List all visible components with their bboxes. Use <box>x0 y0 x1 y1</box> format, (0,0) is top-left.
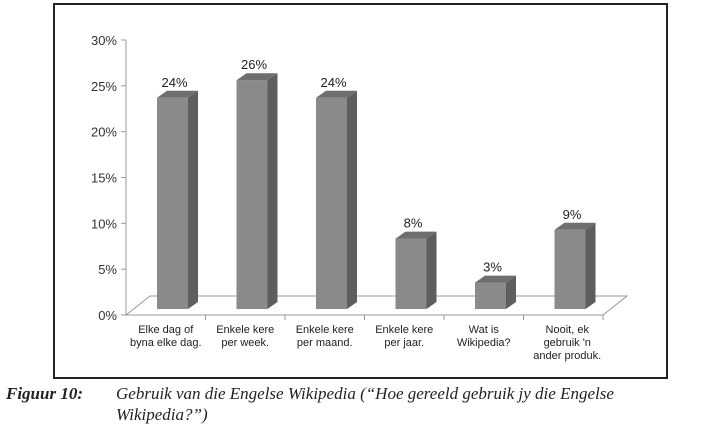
y-tick-label: 20% <box>91 125 117 140</box>
bar-front <box>475 282 506 309</box>
bar-side <box>267 73 278 309</box>
bar-top <box>236 73 278 81</box>
data-label: 24% <box>161 75 187 90</box>
bar-front <box>395 238 427 309</box>
y-tick-label: 5% <box>98 262 117 277</box>
bar-top <box>395 231 437 239</box>
x-tick-label: Enkele kere <box>216 324 274 336</box>
data-label: 3% <box>483 260 502 275</box>
bar-side <box>347 90 357 309</box>
bar-side <box>426 231 437 309</box>
data-label: 8% <box>404 216 423 231</box>
caption-label: Figuur 10: <box>6 384 83 403</box>
x-tick-label: Enkele kere <box>296 324 354 336</box>
bar-front <box>316 97 347 309</box>
data-label: 9% <box>563 207 582 222</box>
bar-front <box>554 229 586 309</box>
x-tick-label: byna elke dag. <box>130 337 202 349</box>
y-tick-label: 30% <box>91 33 117 48</box>
x-tick-label: Wat is <box>469 324 500 336</box>
bar-top <box>554 222 596 230</box>
x-tick-label: per maand. <box>297 337 353 349</box>
bar-side <box>506 275 516 309</box>
y-tick-label: 25% <box>91 79 117 94</box>
chart-frame <box>53 3 668 379</box>
x-tick-label: per week. <box>221 337 269 349</box>
x-tick-label: per jaar. <box>384 337 424 349</box>
y-tick-label: 15% <box>91 171 117 186</box>
x-tick-label: Nooit, ek <box>546 324 590 336</box>
bar-front <box>157 97 188 309</box>
bar-top <box>475 275 516 283</box>
x-tick-label: Wikipedia? <box>457 337 511 349</box>
data-label: 24% <box>320 75 346 90</box>
bar-side <box>585 222 596 309</box>
bar-top <box>316 90 357 98</box>
x-tick-label: Enkele kere <box>375 324 433 336</box>
bar-top <box>157 90 198 98</box>
x-tick-label: ander produk. <box>533 350 601 362</box>
data-label: 26% <box>241 57 267 72</box>
caption-line-1: Gebruik van die Engelse Wikipedia (“Hoe … <box>116 384 614 403</box>
caption-line-2: Wikipedia?”) <box>116 405 208 424</box>
y-tick-label: 0% <box>98 308 117 323</box>
y-tick-label: 10% <box>91 216 117 231</box>
x-tick-label: gebruik 'n <box>544 337 591 349</box>
bar-front <box>236 80 268 309</box>
chart-floor <box>124 295 629 316</box>
x-tick-label: Elke dag of <box>138 324 194 336</box>
bar-side <box>188 90 198 309</box>
